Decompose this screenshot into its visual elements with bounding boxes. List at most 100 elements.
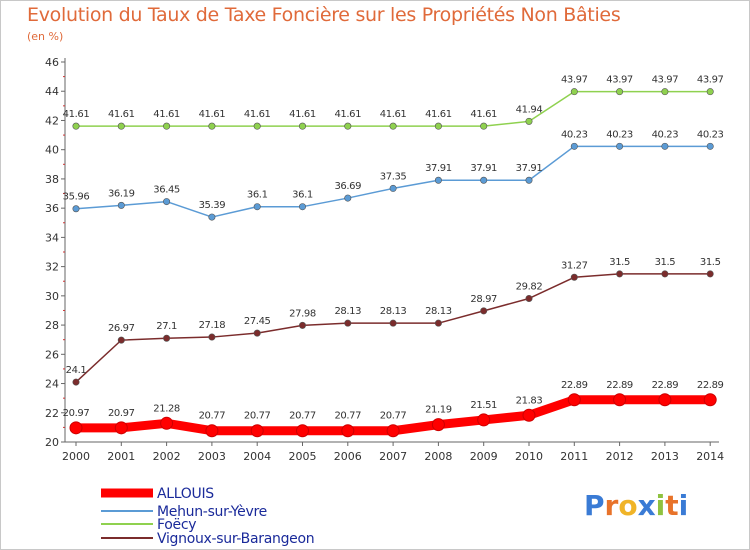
data-label: 22.89	[697, 380, 724, 391]
data-point	[525, 117, 533, 125]
y-tick-label: 42	[45, 114, 59, 127]
data-label: 21.28	[153, 403, 180, 414]
data-point	[117, 336, 125, 344]
data-label: 40.23	[561, 129, 588, 140]
data-point	[117, 201, 125, 209]
logo-letter: i	[655, 489, 666, 522]
y-tick-label: 24	[45, 378, 59, 391]
data-point	[253, 329, 261, 337]
data-label: 27.1	[156, 321, 177, 332]
data-label: 36.1	[247, 190, 268, 201]
data-label: 43.97	[697, 75, 724, 86]
data-label: 31.5	[700, 257, 721, 268]
data-point	[570, 142, 578, 150]
data-point	[706, 142, 714, 150]
x-tick-label: 2007	[379, 450, 407, 463]
data-label: 22.89	[652, 380, 679, 391]
data-label: 41.94	[516, 104, 543, 115]
x-tick-label: 2002	[153, 450, 181, 463]
y-tick-label: 30	[45, 290, 59, 303]
data-label: 22.89	[561, 380, 588, 391]
x-tick-label: 2005	[289, 450, 317, 463]
data-point	[344, 194, 352, 202]
y-tick-label: 44	[45, 85, 59, 98]
data-label: 21.19	[425, 405, 452, 416]
data-point	[344, 319, 352, 327]
x-tick-label: 2001	[107, 450, 135, 463]
data-label: 36.19	[108, 188, 135, 199]
data-label: 41.61	[63, 109, 90, 120]
x-tick-label: 2006	[334, 450, 362, 463]
data-point	[344, 122, 352, 130]
data-label: 43.97	[652, 75, 679, 86]
logo-letter: r	[604, 489, 619, 522]
x-tick-label: 2011	[560, 450, 588, 463]
chart-subtitle: (en %)	[27, 30, 64, 43]
data-label: 43.97	[561, 75, 588, 86]
data-point	[570, 88, 578, 96]
data-point	[616, 270, 624, 278]
data-label: 21.51	[470, 400, 497, 411]
y-tick-label: 20	[45, 436, 59, 449]
data-point	[72, 378, 80, 386]
data-point	[431, 418, 445, 432]
plot-area: 41.61 41.61 41.61 41.61 41.61 41.61 41.61 41.61…	[63, 75, 724, 438]
y-tick-label: 32	[45, 261, 59, 274]
data-point	[389, 184, 397, 192]
data-label: 41.61	[470, 109, 497, 120]
data-point	[703, 393, 717, 407]
x-tick-label: 2009	[470, 450, 498, 463]
y-tick-label: 22	[45, 407, 59, 420]
data-point	[661, 270, 669, 278]
data-point	[477, 413, 491, 427]
data-point	[117, 122, 125, 130]
x-tick-label: 2013	[651, 450, 679, 463]
data-label: 27.18	[199, 320, 226, 331]
data-point	[208, 122, 216, 130]
data-point	[69, 421, 83, 435]
data-point	[480, 122, 488, 130]
data-point	[567, 393, 581, 407]
data-point	[163, 198, 171, 206]
data-point	[253, 122, 261, 130]
data-label: 21.83	[516, 395, 543, 406]
x-tick-label: 2008	[424, 450, 452, 463]
data-point	[434, 122, 442, 130]
y-tick-label: 26	[45, 348, 59, 361]
data-label: 41.61	[199, 109, 226, 120]
data-point	[114, 421, 128, 435]
logo-letter: t	[665, 489, 679, 522]
data-label: 40.23	[652, 129, 679, 140]
y-tick-label: 40	[45, 144, 59, 157]
data-label: 37.35	[380, 171, 407, 182]
data-point	[386, 424, 400, 438]
y-tick-label: 46	[45, 56, 59, 69]
data-label: 41.61	[108, 109, 135, 120]
data-point	[250, 424, 264, 438]
data-point	[480, 307, 488, 315]
data-label: 41.61	[244, 109, 271, 120]
data-point	[298, 203, 306, 211]
data-label: 20.97	[108, 408, 135, 419]
logo-letter: x	[637, 489, 656, 522]
x-tick-label: 2014	[696, 450, 724, 463]
data-point	[163, 122, 171, 130]
data-point	[298, 321, 306, 329]
chart-title: Evolution du Taux de Taxe Foncière sur l…	[27, 4, 621, 26]
logo-letter: i	[678, 489, 689, 522]
y-tick-label: 28	[45, 319, 59, 332]
logo-letter: o	[618, 489, 638, 522]
proxiti-logo: Proxiti	[584, 489, 688, 522]
data-point	[570, 273, 578, 281]
data-label: 36.1	[292, 190, 313, 201]
data-point	[208, 213, 216, 221]
x-tick-label: 2012	[606, 450, 634, 463]
data-point	[298, 122, 306, 130]
data-label: 28.13	[334, 306, 361, 317]
data-label: 27.45	[244, 316, 271, 327]
data-point	[525, 294, 533, 302]
chart-axes: 20 22 24 26 28 30 32 34 36 38 40 42 44 46 2000 2001 2002…	[45, 56, 724, 463]
data-point	[525, 176, 533, 184]
data-label: 31.5	[655, 257, 676, 268]
y-tick-label: 36	[45, 202, 59, 215]
